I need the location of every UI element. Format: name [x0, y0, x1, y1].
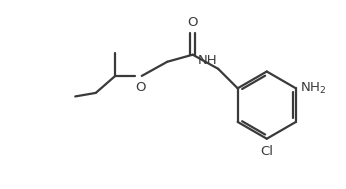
Text: NH$_2$: NH$_2$	[300, 81, 327, 96]
Text: O: O	[135, 81, 146, 94]
Text: Cl: Cl	[260, 145, 273, 158]
Text: O: O	[188, 15, 198, 29]
Text: NH: NH	[198, 54, 218, 67]
